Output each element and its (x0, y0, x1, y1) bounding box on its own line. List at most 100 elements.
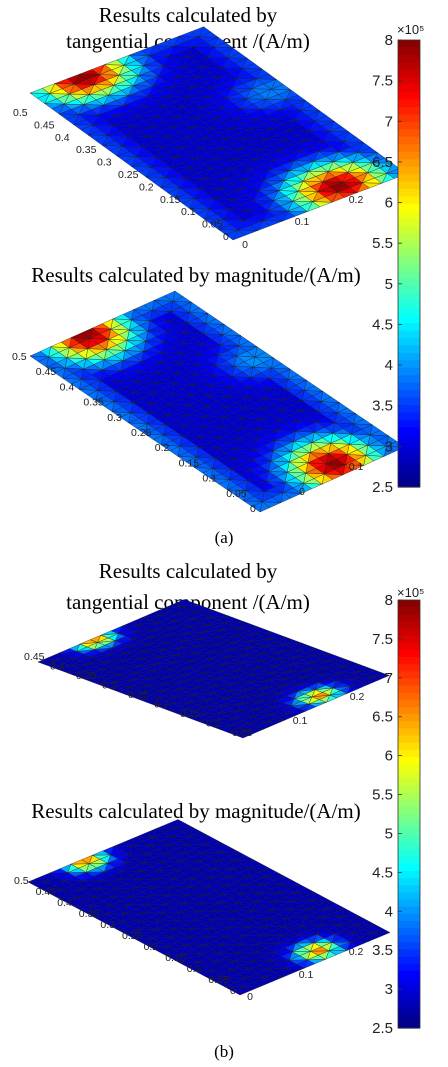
mesh-triangle (145, 828, 157, 838)
colorbar-tick-label: 5 (385, 276, 393, 293)
colorbar-segment (398, 600, 420, 608)
colorbar-tick-label: 6 (385, 748, 393, 765)
colorbar-segment (398, 614, 420, 622)
y-tick-label: 0.35 (83, 397, 104, 409)
mesh-triangle (131, 617, 143, 625)
colorbar-segment (398, 878, 420, 886)
colorbar-segment (398, 913, 420, 922)
colorbar-tick-label: 6.5 (372, 709, 393, 726)
colorbar-segment (398, 248, 420, 257)
colorbar-tick-label: 7 (385, 670, 393, 687)
colorbar-segment (398, 828, 420, 836)
y-tick-label: 0.2 (144, 941, 159, 953)
colorbar-segment (398, 699, 420, 708)
colorbar-segment (398, 985, 420, 993)
y-tick-label: 0.35 (79, 908, 100, 920)
colorbar-segment (398, 69, 420, 78)
colorbar-segment (398, 270, 420, 279)
surface-plot-b2: 0.50.450.40.350.30.250.20.150.10.050 00.1… (14, 819, 391, 1003)
x-tick-label: 0.2 (350, 691, 365, 703)
colorbar-segment (398, 449, 420, 458)
colorbar-segment (398, 671, 420, 680)
colorbar-segment (398, 159, 420, 168)
surface-mesh (29, 290, 406, 513)
y-tick-label: 0.15 (160, 194, 181, 206)
colorbar-segment (398, 764, 420, 772)
mesh-triangle (68, 643, 81, 652)
colorbar-segment (398, 382, 420, 391)
y-tick-label: 0.45 (34, 119, 55, 131)
y-tick-label: 0.2 (155, 442, 170, 454)
colorbar-segment (398, 397, 420, 406)
colorbar-tick-label: 3 (385, 981, 393, 998)
mesh-triangle (91, 64, 105, 75)
colorbar-tick-label: 7.5 (372, 73, 393, 90)
colorbar-tick-label: 7 (385, 113, 393, 130)
colorbar-segment (398, 635, 420, 644)
colorbar-segment (398, 323, 420, 332)
y-tick-label: 0.25 (128, 689, 149, 701)
y-tick-label: 0.45 (36, 886, 57, 898)
colorbar-segment (398, 1013, 420, 1022)
y-tick-label: 0.5 (12, 351, 27, 363)
colorbar-segment (398, 92, 420, 101)
y-tick-label: 0 (223, 231, 229, 243)
colorbar-segment (398, 721, 420, 729)
y-tick-label: 0 (230, 985, 236, 997)
colorbar-tick-label: 4 (385, 357, 393, 374)
colorbar-segment (398, 942, 420, 951)
colorbar-segment (398, 892, 420, 901)
y-tick-label: 0.4 (57, 897, 72, 909)
colorbar-segment (398, 742, 420, 751)
colorbar-segment (398, 345, 420, 354)
colorbar-segment (398, 114, 420, 123)
colorbar-segment (398, 285, 420, 294)
colorbar-b-exponent: ×10⁵ (397, 585, 424, 600)
colorbar-segment (398, 621, 420, 630)
colorbar-tick-label: 8 (385, 32, 393, 49)
colorbar-segment (398, 806, 420, 815)
colorbar-segment (398, 921, 420, 929)
y-tick-label: 0.05 (226, 488, 247, 500)
colorbar-segment (398, 792, 420, 801)
colorbar-segment (398, 151, 420, 160)
colorbar-segment (398, 196, 420, 205)
colorbar-segment (398, 842, 420, 851)
colorbar-segment (398, 771, 420, 779)
colorbar-segment (398, 263, 420, 272)
colorbar-segment (398, 419, 420, 428)
colorbar-tick-label: 4.5 (372, 864, 393, 881)
mesh-triangle (81, 327, 93, 339)
colorbar-segment (398, 692, 420, 701)
colorbar-segment (398, 649, 420, 658)
y-tick-label: 0.45 (36, 366, 57, 378)
colorbar-segment (398, 54, 420, 63)
colorbar-tick-label: 6 (385, 195, 393, 212)
y-tick-label: 0.4 (55, 132, 70, 144)
mesh-triangle (152, 608, 164, 616)
colorbar-segment (398, 1006, 420, 1015)
colorbar-segment (398, 472, 420, 481)
mesh-triangle (59, 863, 72, 873)
y-tick-label: 0.2 (139, 181, 154, 193)
colorbar-segment (398, 479, 420, 488)
colorbar-segment (398, 136, 420, 145)
surface-plot-b1: 0.45 0.4 0.35 0.3 0.25 0.2 0.15 0.1 0.05 0.1 0.2 (24, 599, 390, 739)
mesh-triangle (38, 872, 50, 882)
colorbar-tick-label: 6.5 (372, 154, 393, 171)
colorbar-segment (398, 427, 420, 436)
colorbar-segment (398, 181, 420, 190)
mesh-triangle (81, 854, 93, 864)
colorbar-segment (398, 412, 420, 421)
colorbar-segment (398, 871, 420, 879)
mesh-triangle (102, 845, 115, 856)
colorbar-segment (398, 728, 420, 737)
colorbar-segment (398, 935, 420, 943)
colorbar-tick-label: 2.5 (372, 479, 393, 496)
colorbar-segment (398, 821, 420, 829)
plot-b2-title: Results calculated by magnitude/(A/m) (31, 799, 361, 823)
colorbar-segment (398, 735, 420, 744)
colorbar-segment (398, 835, 420, 844)
y-tick-label: 0.15 (165, 952, 186, 964)
